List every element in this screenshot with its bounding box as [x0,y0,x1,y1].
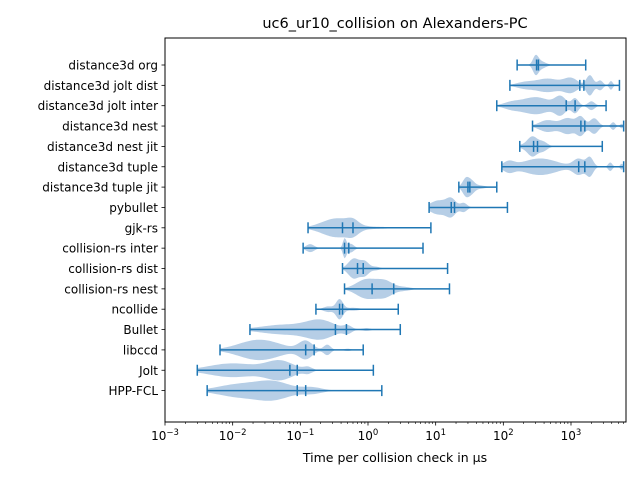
y-tick-label: ncollide [111,303,158,317]
x-tick-label: 10−3 [151,428,179,443]
y-tick-label: distance3d tuple [57,160,158,174]
x-axis: 10−3 10−2 10−1 100 101 102 103 [151,422,624,443]
x-tick-label: 10−1 [286,428,314,443]
y-tick-label: collision-rs dist [68,262,158,276]
y-tick-label: distance3d jolt inter [38,99,158,113]
y-tick-label: libccd [123,343,158,357]
y-tick-label: distance3d tuple jit [42,181,158,195]
stats-layer [196,59,625,397]
y-tick-label: distance3d org [68,59,158,73]
y-tick-label: pybullet [109,201,158,215]
plot-frame [164,37,627,423]
y-tick-label: gjk-rs [125,221,158,235]
y-tick-label: distance3d nest [62,120,158,134]
y-tick-label: Bullet [123,323,158,337]
x-tick-label: 10−2 [219,428,247,443]
y-tick-label: HPP-FCL [108,384,158,398]
x-tick-label: 102 [493,428,514,443]
x-tick-label: 101 [425,428,446,443]
x-tick-label: 100 [358,428,379,443]
x-axis-label: Time per collision check in µs [302,450,487,465]
y-axis: distance3d org distance3d jolt dist distan… [38,59,165,398]
y-tick-label: collision-rs inter [62,242,158,256]
y-tick-label: distance3d nest jit [47,140,158,154]
y-tick-label: distance3d jolt dist [44,79,159,93]
y-tick-label: collision-rs nest [64,282,158,296]
chart-title: uc6_ur10_collision on Alexanders-PC [262,16,527,32]
x-tick-label: 103 [561,428,582,443]
y-tick-label: Jolt [138,364,158,378]
